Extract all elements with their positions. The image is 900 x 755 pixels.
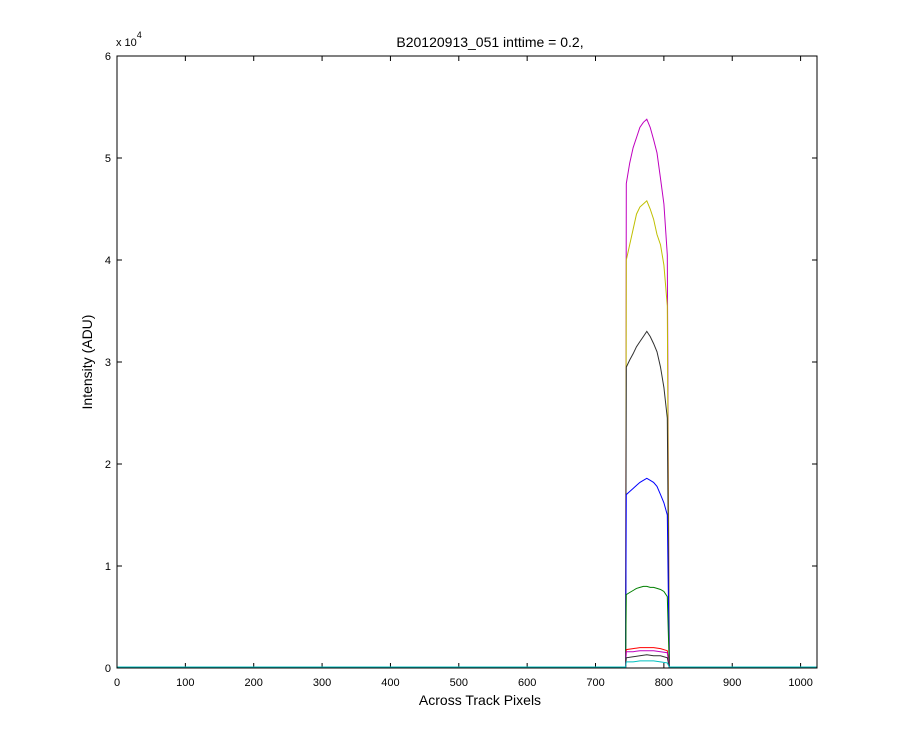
y-axis-label: Intensity (ADU) [79,315,95,410]
x-tick-label: 400 [381,677,399,689]
x-tick-label: 100 [176,677,194,689]
y-tick-label: 4 [105,255,111,267]
axes-frame [116,55,818,669]
series-layer [117,118,817,668]
x-tick-label: 600 [518,677,536,689]
x-tick-label: 700 [586,677,604,689]
x-tick-label: 800 [655,677,673,689]
plot-background [117,56,817,668]
y-tick-label: 1 [105,561,111,573]
x-tick-label: 900 [723,677,741,689]
y-multiplier: x 104 [116,30,142,49]
series-line-3 [117,330,817,668]
y-tick-label: 0 [105,663,111,675]
x-tick-label: 300 [313,677,331,689]
x-tick-label: 500 [450,677,468,689]
x-axis-ticks: 0 100 200 300 400 500 600 700 800 900 1000 [114,56,813,689]
plot-area [117,56,817,668]
series-line-1 [117,118,817,668]
series-line-8 [117,654,817,668]
y-multiplier-prefix: x 10 [116,37,137,49]
y-multiplier-exponent: 4 [137,30,142,40]
y-tick-label: 6 [105,51,111,63]
y-tick-label: 5 [105,153,111,165]
series-line-7 [117,650,817,668]
x-axis-label: Across Track Pixels [419,692,541,708]
chart-title: B20120913_051 inttime = 0.2, [396,34,583,50]
series-line-9 [117,660,817,668]
series-line-5 [117,585,817,668]
series-line-4 [117,477,817,668]
x-tick-label: 0 [114,677,120,689]
y-tick-label: 2 [105,459,111,471]
x-tick-label: 1000 [788,677,812,689]
series-line-2 [117,199,817,668]
y-tick-label: 3 [105,357,111,369]
x-tick-label: 200 [245,677,263,689]
